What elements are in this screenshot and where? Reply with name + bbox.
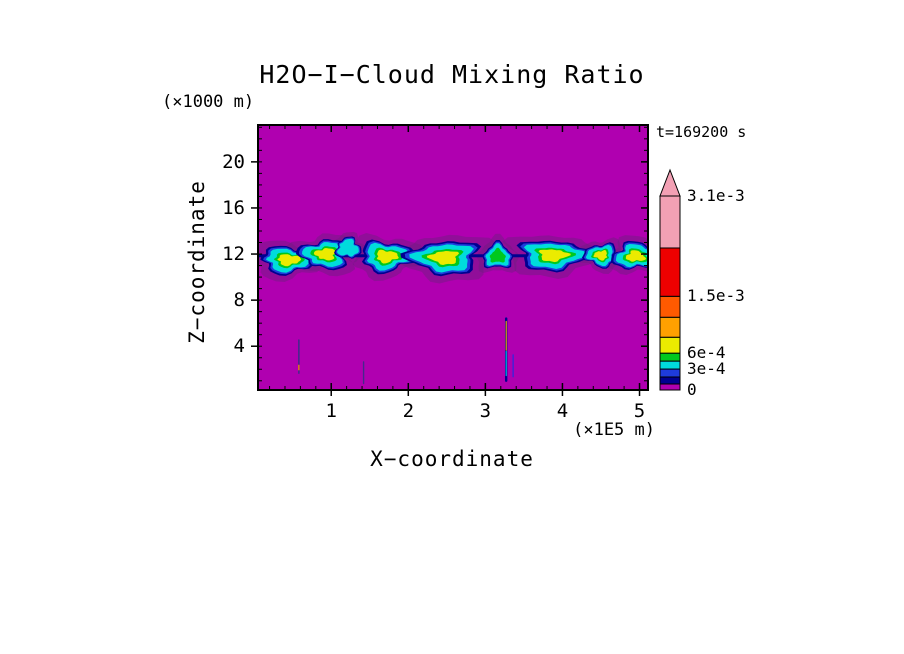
colorbar-segment bbox=[659, 376, 681, 385]
y-axis-title: Z−coordinate bbox=[185, 180, 209, 344]
cloud-layer-yellow bbox=[426, 251, 460, 265]
colorbar-label: 3e-4 bbox=[687, 359, 726, 378]
colorbar-segment bbox=[659, 295, 681, 318]
x-tick-label: 2 bbox=[403, 400, 414, 422]
y-tick-label: 8 bbox=[234, 289, 245, 311]
cloud-layer-yellow bbox=[277, 254, 302, 267]
colorbar-segment bbox=[659, 247, 681, 297]
cloud-layer-green bbox=[489, 247, 506, 263]
y-tick-label: 12 bbox=[222, 243, 245, 265]
cloud-layer-yellow bbox=[538, 249, 571, 263]
fall-streak bbox=[362, 361, 365, 385]
y-tick-label: 16 bbox=[222, 197, 245, 219]
colorbar-segment bbox=[659, 195, 681, 249]
cloud-layer-yellow bbox=[625, 250, 647, 262]
colorbar-label: 1.5e-3 bbox=[687, 286, 745, 305]
x-axis-unit-label: (×1E5 m) bbox=[573, 420, 655, 440]
colorbar-segment bbox=[659, 336, 681, 354]
colorbar-segment bbox=[659, 360, 681, 370]
fall-streak bbox=[298, 364, 300, 371]
colorbar-segment bbox=[659, 316, 681, 338]
colorbar-segment bbox=[659, 383, 681, 391]
colorbar-label: 0 bbox=[687, 380, 697, 399]
colorbar-segment bbox=[659, 352, 681, 362]
time-annotation: t=169200 s bbox=[656, 123, 747, 141]
cloud-layer-yellow bbox=[593, 250, 608, 261]
colorbar-label: 6e-4 bbox=[687, 343, 726, 362]
y-axis-unit-label: (×1000 m) bbox=[162, 92, 255, 112]
cloud-layer-yellow bbox=[376, 249, 399, 264]
fall-streak bbox=[505, 320, 507, 351]
x-tick-label: 3 bbox=[480, 400, 491, 422]
plot-border bbox=[257, 124, 649, 391]
mask-right bbox=[648, 0, 904, 654]
x-axis-title: X−coordinate bbox=[370, 447, 534, 471]
colorbar-label: 3.1e-3 bbox=[687, 186, 745, 205]
y-tick-label: 20 bbox=[222, 151, 245, 173]
chart-title: H2O−I−Cloud Mixing Ratio bbox=[259, 60, 645, 89]
x-tick-label: 5 bbox=[634, 400, 645, 422]
x-tick-label: 1 bbox=[325, 400, 336, 422]
colorbar-segment bbox=[659, 368, 681, 378]
cloud-layer-yellow bbox=[313, 248, 337, 261]
fall-streak bbox=[512, 354, 514, 378]
colorbar-arrow bbox=[659, 168, 681, 197]
x-tick-label: 4 bbox=[557, 400, 568, 422]
cloud-layer-cyan bbox=[336, 238, 359, 257]
mask-left bbox=[0, 0, 258, 654]
fall-streak bbox=[505, 350, 507, 377]
y-tick-label: 4 bbox=[234, 335, 245, 357]
